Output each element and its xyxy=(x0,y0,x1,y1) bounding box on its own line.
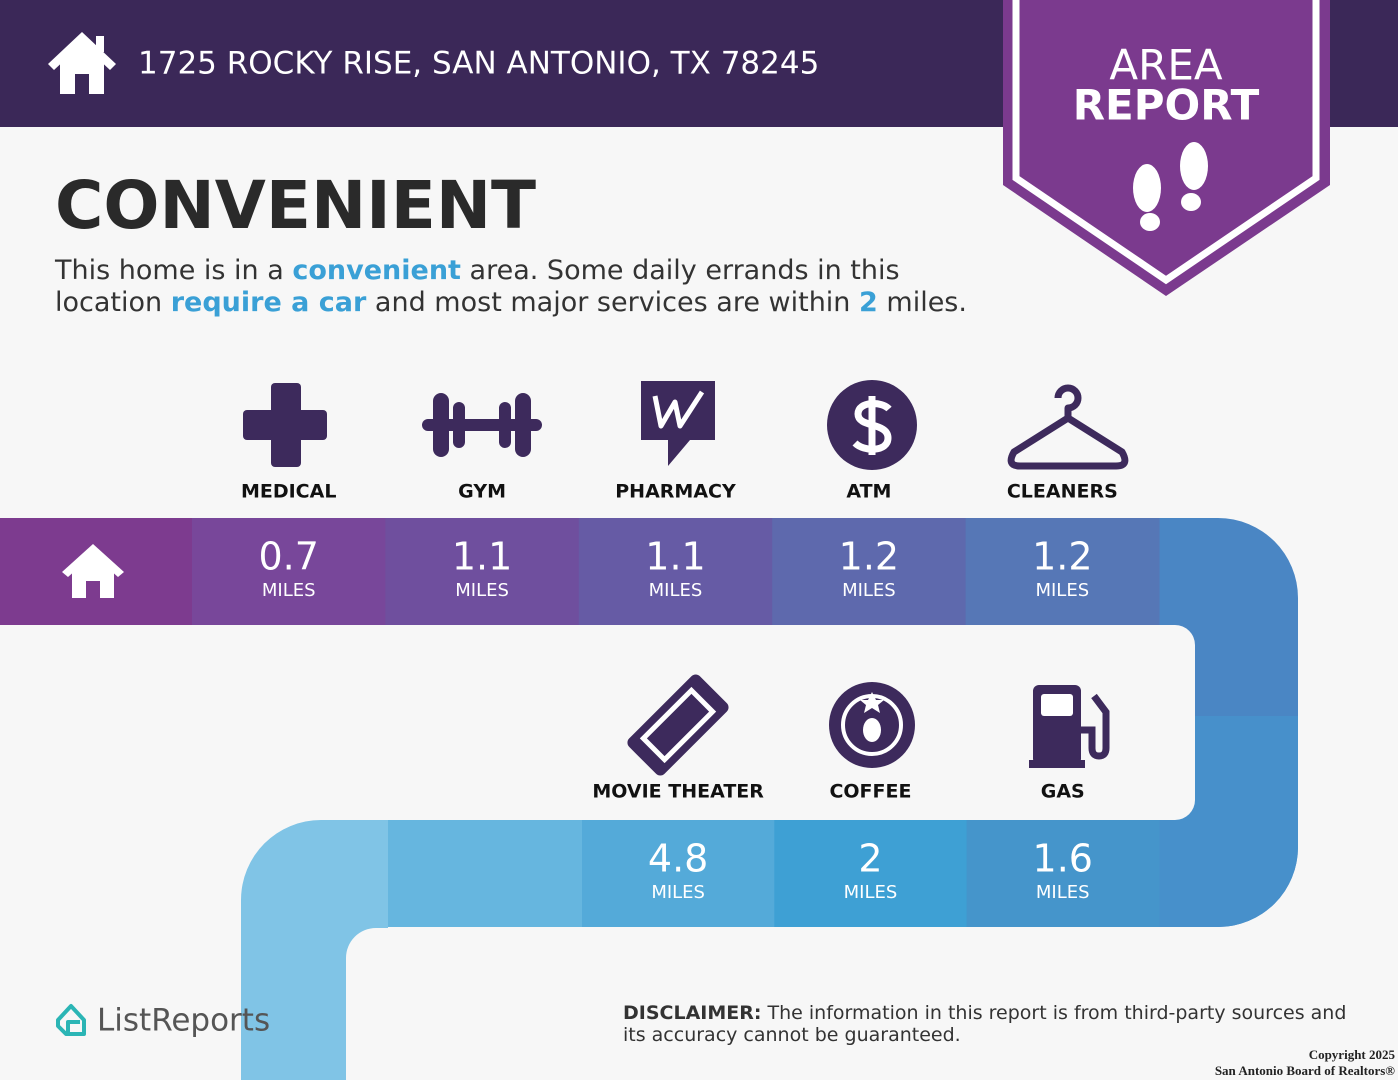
heading: CONVENIENT xyxy=(55,167,536,244)
pharmacy-icon xyxy=(641,381,715,466)
highlight: require a car xyxy=(170,287,367,318)
distance-unit: MILES xyxy=(455,580,509,601)
home-icon xyxy=(62,544,124,598)
highlight: 2 xyxy=(859,287,878,318)
distance-unit: MILES xyxy=(649,580,703,601)
disclaimer-text: The information in this report is from t… xyxy=(623,1002,1347,1046)
text: and most major services are within xyxy=(366,287,860,318)
copyright: San Antonio Board of Realtors® xyxy=(1215,1063,1395,1078)
amenity-label: MOVIE THEATER xyxy=(592,781,764,803)
disclaimer: DISCLAIMER: The information in this repo… xyxy=(623,1002,1353,1046)
footprints-icon xyxy=(1133,142,1208,231)
badge-line: AREA xyxy=(1109,41,1222,90)
amenity-label: CLEANERS xyxy=(1007,481,1118,503)
address: 1725 ROCKY RISE, SAN ANTONIO, TX 78245 xyxy=(138,46,819,82)
distance-unit: MILES xyxy=(844,882,898,903)
distance-cell xyxy=(965,518,1160,625)
path-gap xyxy=(0,625,1195,820)
gas-icon xyxy=(1029,685,1110,768)
highlight: convenient xyxy=(292,255,461,286)
amenity-label: GYM xyxy=(458,481,506,503)
distance-cell xyxy=(385,518,580,625)
distance-unit: MILES xyxy=(1035,580,1089,601)
coffee-icon xyxy=(829,682,915,768)
distance-value: 2 xyxy=(858,837,882,881)
distance-cell xyxy=(772,518,967,625)
distance-cell xyxy=(578,518,773,625)
distance-value: 1.6 xyxy=(1033,837,1093,881)
amenity-label: PHARMACY xyxy=(615,481,736,503)
copyright: Copyright 2025 xyxy=(1309,1047,1396,1062)
description: This home is in a convenient area. Some … xyxy=(55,255,967,319)
disclaimer-label: DISCLAIMER: xyxy=(623,1002,762,1024)
distance-value: 1.2 xyxy=(1032,535,1092,579)
text: area. Some daily errands in this xyxy=(460,255,900,286)
distance-cell xyxy=(774,820,968,927)
gym-icon xyxy=(422,393,542,457)
description-line: This home is in a convenient area. Some … xyxy=(55,255,967,287)
movie-icon xyxy=(627,674,729,776)
distance-value: 1.1 xyxy=(452,535,512,579)
brand-logo xyxy=(56,1004,86,1036)
distance-value: 1.1 xyxy=(645,535,705,579)
cleaners-icon xyxy=(1007,384,1129,470)
path-band xyxy=(241,820,388,1080)
atm-icon xyxy=(827,380,917,470)
amenity-label: ATM xyxy=(846,481,891,503)
brand: ListReports xyxy=(97,1003,270,1039)
distance-cell xyxy=(192,518,386,625)
header-house-icon xyxy=(48,32,116,94)
text: This home is in a xyxy=(55,255,293,286)
badge-outline xyxy=(1012,0,1320,285)
badge-line: REPORT xyxy=(1073,81,1260,130)
amenity-label: GAS xyxy=(1041,781,1085,803)
distance-value: 0.7 xyxy=(258,535,318,579)
distance-cell xyxy=(582,820,775,927)
distance-value: 1.2 xyxy=(839,535,899,579)
medical-icon xyxy=(243,383,327,467)
amenity-label: MEDICAL xyxy=(241,481,336,503)
text: location xyxy=(55,287,171,318)
distance-unit: MILES xyxy=(842,580,896,601)
path-band xyxy=(388,820,582,927)
distance-unit: MILES xyxy=(262,580,316,601)
distance-unit: MILES xyxy=(1036,882,1090,903)
description-line: location require a car and most major se… xyxy=(55,287,967,319)
amenity-label: COFFEE xyxy=(829,781,911,803)
distance-cell xyxy=(966,820,1160,927)
distance-value: 4.8 xyxy=(648,837,708,881)
text: miles. xyxy=(877,287,967,318)
distance-unit: MILES xyxy=(651,882,705,903)
